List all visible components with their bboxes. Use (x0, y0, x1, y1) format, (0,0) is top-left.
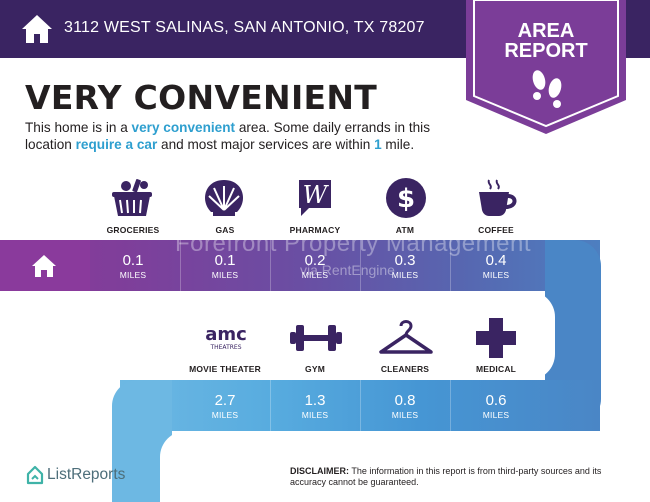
dollar-icon: $ (386, 178, 426, 218)
amc-logo-text: amc (205, 324, 247, 345)
desc-text-1: This home is in a (25, 120, 132, 135)
distance-value-gym: 1.3 (304, 392, 326, 409)
disclaimer: DISCLAIMER: The information in this repo… (290, 466, 630, 488)
watermark: Forefront Property Management (175, 230, 531, 257)
convenience-description: This home is in a very convenient area. … (25, 119, 465, 153)
place-label-coffee: COFFEE (478, 225, 514, 235)
distance-value-movie-theater: 2.7 (214, 392, 236, 409)
desc-text-2: area. Some daily errands in this locatio… (25, 120, 430, 152)
distance-unit: MILES (482, 410, 510, 420)
distance-value-atm: 0.3 (394, 252, 416, 269)
divider (450, 380, 451, 431)
place-label-gym: GYM (305, 364, 325, 374)
distance-unit: MILES (301, 270, 329, 280)
place-label-gas: GAS (215, 225, 235, 235)
listreports-logo-icon (26, 465, 44, 485)
medical-cross-icon (476, 318, 516, 358)
divider (270, 380, 271, 431)
distance-value-pharmacy: 0.2 (304, 252, 326, 269)
svg-text:$: $ (397, 184, 415, 214)
dumbbell-icon (290, 325, 342, 351)
disclaimer-label: DISCLAIMER: (290, 466, 349, 476)
home-icon (32, 255, 56, 277)
badge-line-area: AREA (517, 20, 575, 42)
place-label-cleaners: CLEANERS (380, 364, 430, 374)
amc-logo-subtext: THEATRES (209, 344, 241, 351)
distance-value-gas: 0.1 (214, 252, 236, 269)
distance-unit: MILES (482, 270, 510, 280)
divider (450, 240, 451, 291)
desc-highlight-1: very convenient (131, 120, 236, 135)
distance-value-groceries: 0.1 (122, 252, 144, 269)
distance-unit: MILES (391, 410, 419, 420)
badge-text: AREA REPORT (466, 0, 626, 134)
distance-unit: MILES (119, 270, 147, 280)
distance-track-top (0, 240, 600, 291)
divider (270, 240, 271, 291)
desc-text-4: mile. (381, 137, 415, 152)
place-label-groceries: GROCERIES (106, 225, 160, 235)
divider (360, 380, 361, 431)
amc-theatres-icon: amc THEATRES (205, 324, 247, 351)
home-icon (22, 15, 52, 43)
divider (180, 240, 181, 291)
watermark-sub: via RentEngine (300, 262, 395, 278)
distance-value-medical: 0.6 (485, 392, 507, 409)
distance-track-bottom (120, 380, 600, 431)
place-label-atm: ATM (395, 225, 415, 235)
area-report-badge (466, 0, 626, 134)
disclaimer-text: The information in this report is from t… (290, 466, 602, 487)
place-label-pharmacy: PHARMACY (289, 225, 341, 235)
badge-line-report: REPORT (504, 40, 588, 62)
property-address: 3112 WEST SALINAS, SAN ANTONIO, TX 78207 (64, 19, 425, 36)
gas-shell-icon (205, 180, 243, 216)
distance-unit: MILES (391, 270, 419, 280)
listreports-logo[interactable]: ListReports (25, 465, 135, 487)
desc-highlight-3: 1 (374, 137, 382, 152)
pharmacy-w-icon: W (299, 180, 331, 216)
distance-unit: MILES (211, 270, 239, 280)
track-bottom-gap (160, 431, 650, 502)
footprints-icon (532, 70, 562, 108)
place-label-medical: MEDICAL (475, 364, 517, 374)
distance-unit: MILES (301, 410, 329, 420)
coffee-cup-icon (479, 179, 517, 216)
desc-highlight-2: require a car (75, 137, 158, 152)
svg-text:W: W (303, 181, 330, 209)
logo-text: ListReports (47, 466, 126, 483)
page-title: VERY CONVENIENT (25, 78, 378, 117)
hanger-icon (379, 320, 433, 354)
place-label-movie-theater: MOVIE THEATER (189, 364, 261, 374)
distance-value-cleaners: 0.8 (394, 392, 416, 409)
track-inner-gap (0, 291, 555, 380)
divider (360, 240, 361, 291)
distance-value-coffee: 0.4 (485, 252, 507, 269)
desc-text-3: and most major services are within (157, 137, 375, 152)
distance-unit: MILES (211, 410, 239, 420)
grocery-basket-icon (112, 179, 152, 216)
